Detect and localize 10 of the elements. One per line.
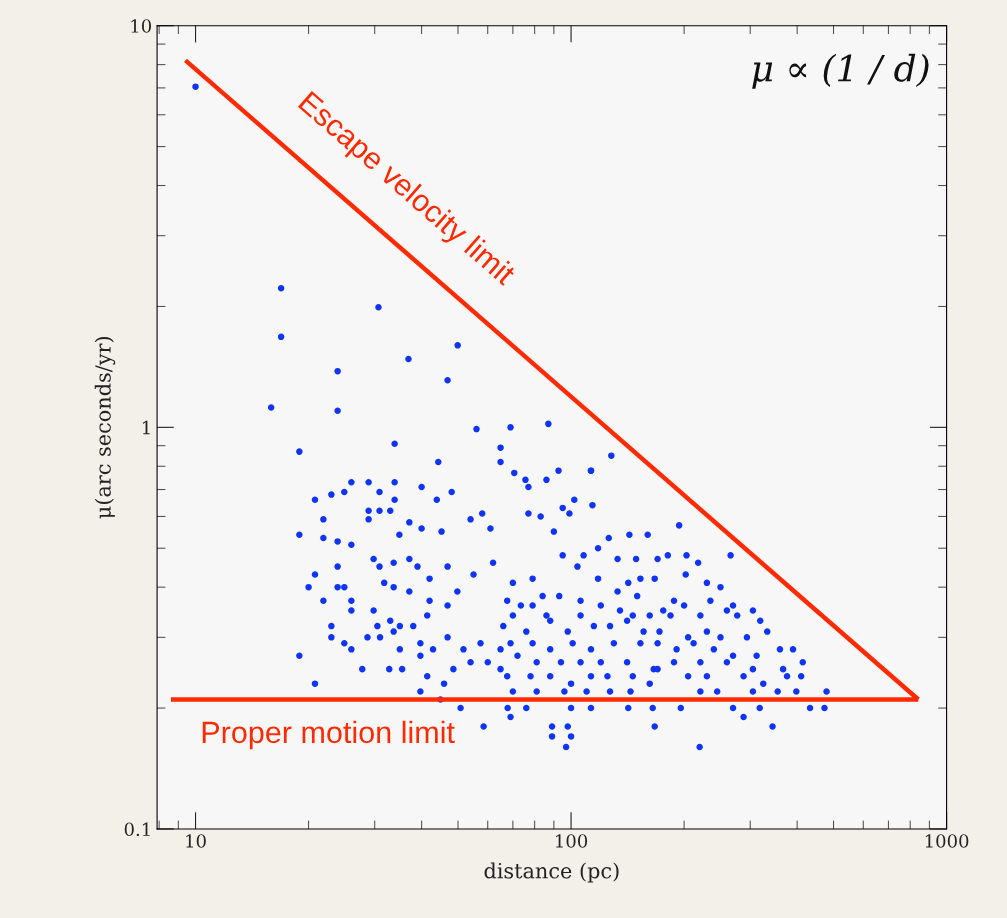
y-axis-title: μ(arc seconds/yr) bbox=[94, 337, 116, 519]
y-tick-label: 10 bbox=[131, 19, 152, 33]
y-tick-label: 1 bbox=[142, 420, 150, 435]
annotation: μ ∝ (1 / d) bbox=[752, 53, 929, 89]
x-tick-label: 10 bbox=[186, 834, 206, 848]
x-tick-label: 100 bbox=[556, 834, 588, 848]
y-tick-label: 0.1 bbox=[124, 822, 150, 837]
annotation: Proper motion limit bbox=[202, 720, 455, 750]
x-tick-label: 1000 bbox=[925, 834, 969, 848]
x-axis-title: distance (pc) bbox=[484, 862, 619, 883]
